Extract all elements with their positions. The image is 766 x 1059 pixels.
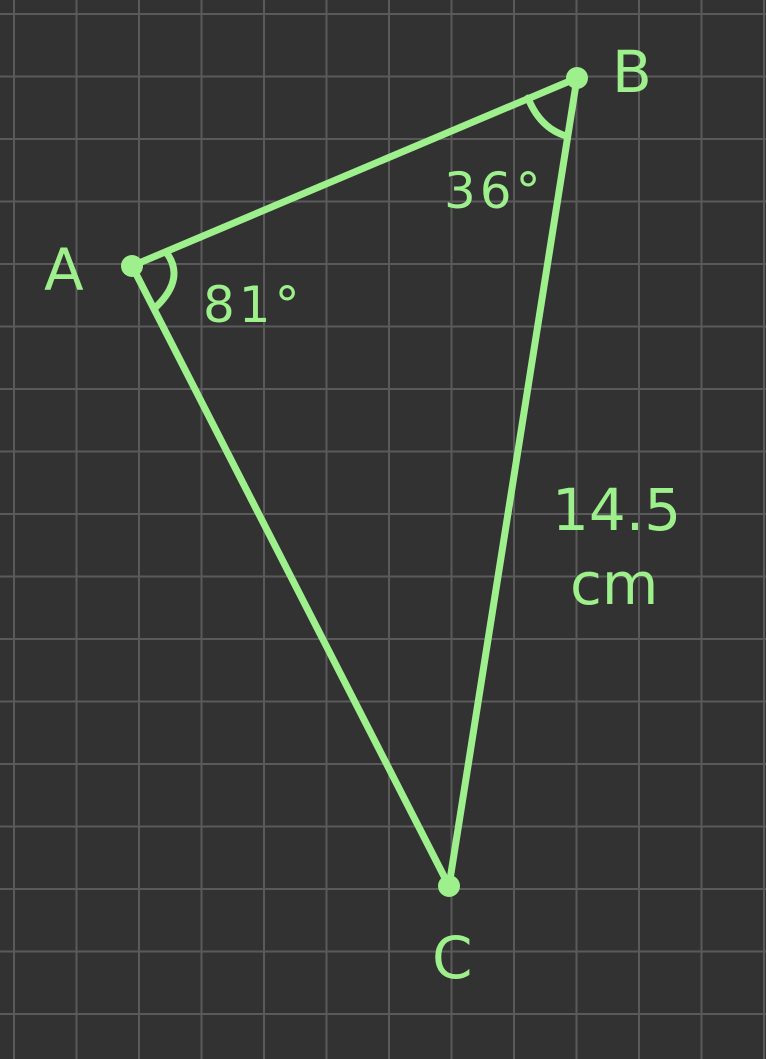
vertex-c-point: [438, 875, 460, 897]
side-bc-length-value: 14.5: [552, 476, 681, 544]
triangle: [128, 74, 581, 890]
vertex-c-label: C: [432, 924, 473, 992]
angle-arc-a: [152, 248, 178, 311]
vertices: [121, 67, 588, 897]
side-ab: [128, 74, 581, 270]
vertex-b-point: [566, 67, 588, 89]
vertex-a-label: A: [44, 236, 84, 304]
side-bc: [445, 74, 581, 890]
side-bc-length-unit: cm: [570, 550, 658, 618]
angle-a-label: 81°: [203, 276, 304, 334]
angle-b-label: 36°: [444, 162, 545, 220]
vertex-b-label: B: [612, 38, 652, 106]
angle-arc-b: [524, 94, 570, 140]
vertex-a-point: [121, 255, 143, 277]
side-ca: [128, 262, 453, 890]
